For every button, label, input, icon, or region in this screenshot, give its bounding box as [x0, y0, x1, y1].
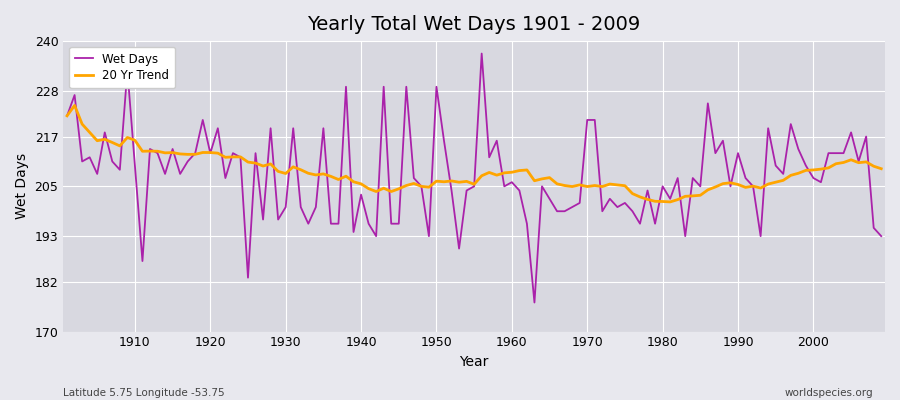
20 Yr Trend [69, 103, 80, 108]
Text: Latitude 5.75 Longitude -53.75: Latitude 5.75 Longitude -53.75 [63, 388, 225, 398]
20 Yr Trend [62, 114, 73, 118]
Y-axis label: Wet Days: Wet Days [15, 153, 29, 220]
Wet Days [514, 188, 525, 193]
20 Yr Trend [340, 174, 351, 178]
20 Yr Trend [130, 138, 140, 143]
20 Yr Trend [665, 200, 676, 204]
Legend: Wet Days, 20 Yr Trend: Wet Days, 20 Yr Trend [69, 47, 176, 88]
Wet Days [288, 126, 299, 131]
Line: Wet Days: Wet Days [68, 54, 881, 302]
Wet Days [122, 68, 133, 72]
Wet Days [507, 180, 517, 184]
Wet Days [612, 205, 623, 210]
Text: worldspecies.org: worldspecies.org [785, 388, 873, 398]
Wet Days [62, 114, 73, 118]
20 Yr Trend [876, 166, 886, 171]
Wet Days [333, 221, 344, 226]
20 Yr Trend [295, 167, 306, 172]
Wet Days [476, 51, 487, 56]
Line: 20 Yr Trend: 20 Yr Trend [68, 106, 881, 202]
X-axis label: Year: Year [460, 355, 489, 369]
20 Yr Trend [605, 182, 616, 186]
Wet Days [876, 234, 886, 238]
Title: Yearly Total Wet Days 1901 - 2009: Yearly Total Wet Days 1901 - 2009 [308, 15, 641, 34]
Wet Days [529, 300, 540, 305]
20 Yr Trend [514, 168, 525, 173]
20 Yr Trend [507, 170, 517, 175]
